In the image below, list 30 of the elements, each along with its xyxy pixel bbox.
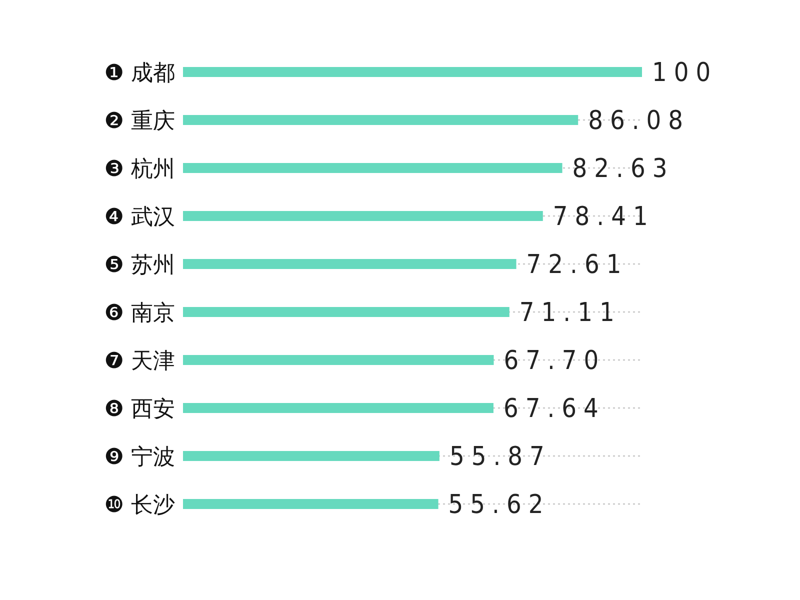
y-tick-label: ❺ 苏州 xyxy=(104,252,175,278)
bar xyxy=(183,259,516,269)
y-tick-label: ❸ 杭州 xyxy=(104,156,175,182)
data-label: 67.70 xyxy=(504,346,606,376)
y-tick-label: ❿ 长沙 xyxy=(104,492,175,518)
data-label: 55.87 xyxy=(449,442,552,472)
bar xyxy=(183,163,562,173)
data-label: 67.64 xyxy=(503,394,606,424)
data-label: 100 xyxy=(652,58,718,88)
bar xyxy=(183,403,494,413)
bar xyxy=(183,355,494,365)
bar xyxy=(183,67,642,77)
data-label: 55.62 xyxy=(448,490,550,520)
bar xyxy=(183,307,510,317)
bar xyxy=(183,451,440,461)
y-tick-label: ❻ 南京 xyxy=(104,300,175,326)
data-label: 82.63 xyxy=(572,154,674,184)
y-tick-label: ❼ 天津 xyxy=(104,348,175,374)
y-tick-label: ❽ 西安 xyxy=(104,396,175,422)
y-tick-label: ❷ 重庆 xyxy=(104,108,175,134)
bar xyxy=(183,211,543,221)
data-label: 86.08 xyxy=(588,106,690,136)
data-label: 71.11 xyxy=(519,298,622,328)
data-label: 78.41 xyxy=(552,202,655,232)
y-tick-label: ❶ 成都 xyxy=(104,60,175,86)
data-label: 72.61 xyxy=(526,250,628,280)
y-tick-label: ❹ 武汉 xyxy=(104,204,175,230)
bar xyxy=(183,115,578,125)
y-tick-label: ❾ 宁波 xyxy=(104,444,175,470)
bar xyxy=(183,499,438,509)
